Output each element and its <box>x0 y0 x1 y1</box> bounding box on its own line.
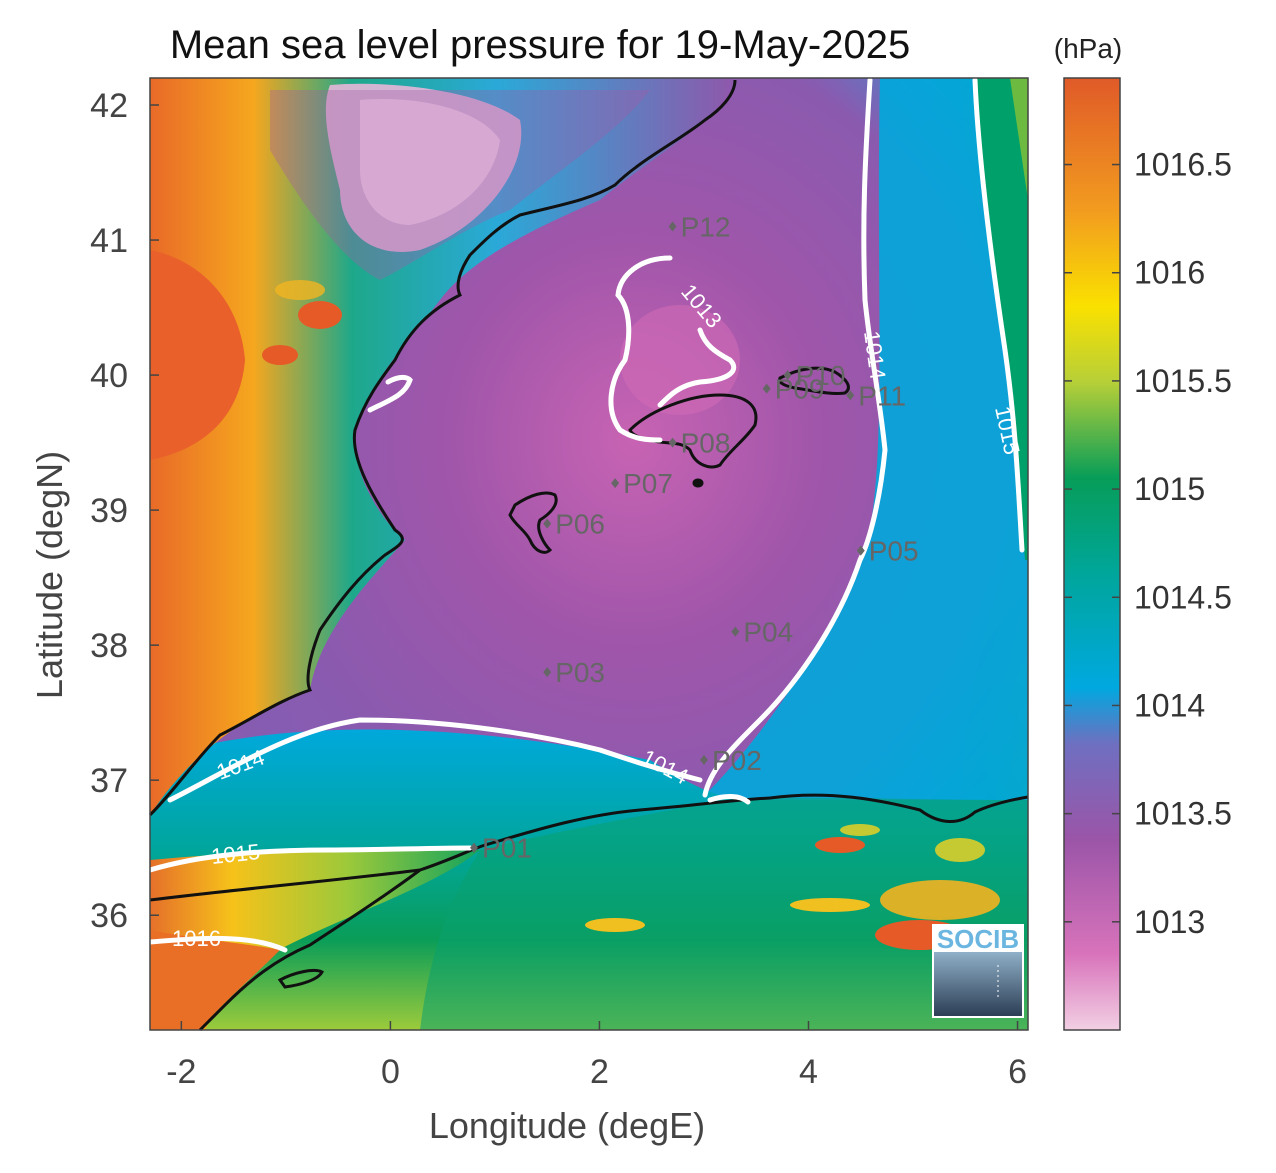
y-tick-label: 42 <box>90 87 128 125</box>
isobar-label-1015-south: 1015 <box>210 839 261 869</box>
x-tick-label: 2 <box>590 1053 609 1091</box>
station-marker <box>668 437 677 448</box>
isobar-1016-path <box>147 935 288 953</box>
colorbar-tick-label: 1015 <box>1134 471 1205 507</box>
isobar-1015-south-path <box>147 845 473 873</box>
isobar-1013-inner <box>657 327 737 408</box>
coast-north-africa <box>149 793 1029 902</box>
isobar-1014-piece <box>707 794 751 805</box>
x-axis-ticks: -2 0 2 4 6 <box>166 1021 1027 1091</box>
x-axis-label: Longitude (degE) <box>429 1105 705 1146</box>
socib-logo: SOCIB <box>932 924 1024 1018</box>
x-tick-label: 6 <box>1008 1053 1027 1091</box>
station-marker <box>856 545 865 556</box>
y-tick-label: 41 <box>90 222 128 260</box>
station-label: P11 <box>858 380 906 411</box>
station-label: P01 <box>482 833 532 864</box>
colorbar-tick-label: 1014.5 <box>1134 579 1232 615</box>
socib-logo-text: SOCIB <box>937 924 1019 954</box>
colorbar-tick-label: 1016 <box>1134 255 1205 291</box>
y-tick-label: 38 <box>90 627 128 665</box>
x-tick-label: 4 <box>799 1053 818 1091</box>
colorbar <box>1063 77 1121 1031</box>
station-label: P05 <box>869 536 919 567</box>
station-marker <box>846 390 855 401</box>
station-marker <box>762 383 771 394</box>
pressure-field <box>150 78 1028 1030</box>
y-tick-label: 40 <box>90 357 128 395</box>
isobar-label-1016: 1016 <box>172 926 221 951</box>
colorbar-ticks: 1016.5 1016 1015.5 1015 1014.5 1014 1013.5 1013 <box>1064 147 1232 940</box>
colorbar-tick-label: 1016.5 <box>1134 147 1232 183</box>
station-label: P04 <box>743 617 793 648</box>
y-axis-ticks: 42 41 40 39 38 37 36 <box>90 87 159 935</box>
station-marker <box>699 754 708 765</box>
plot-frame <box>149 77 1029 1031</box>
isobar-1013-path <box>608 255 673 443</box>
station-label: P07 <box>623 468 673 499</box>
coast-menorca <box>778 366 850 395</box>
station-marker <box>611 478 620 489</box>
colorbar-tick-label: 1014 <box>1134 687 1205 723</box>
isobar-1015-east-path <box>972 77 1025 553</box>
isobar-1013-coast <box>367 374 413 413</box>
station-label: P10 <box>796 360 846 391</box>
y-tick-label: 36 <box>90 897 128 935</box>
coast-cabrera <box>692 478 704 488</box>
isobar-1014-east-path <box>702 77 888 798</box>
map-title: Mean sea level pressure for 19-May-2025 <box>170 23 910 67</box>
coast-alboran <box>277 968 324 989</box>
station-marker <box>668 221 677 232</box>
y-tick-label: 37 <box>90 762 128 800</box>
colorbar-tick-label: 1013 <box>1134 904 1205 940</box>
isobar-1014-west-path <box>167 717 703 803</box>
station-marker <box>731 626 740 637</box>
station-marker <box>543 667 552 678</box>
colorbar-tick-label: 1013.5 <box>1134 796 1232 832</box>
coast-ibiza <box>508 491 558 554</box>
station-label: P08 <box>681 428 731 459</box>
station-label: P09 <box>775 374 825 405</box>
station-marker <box>470 842 479 853</box>
station-label: P02 <box>712 745 762 776</box>
coast-southwest <box>198 868 421 1032</box>
colorbar-unit: (hPa) <box>1054 33 1122 64</box>
y-axis-label: Latitude (degN) <box>29 451 70 699</box>
isobars <box>147 77 1025 953</box>
coast-iberia-east <box>148 79 737 817</box>
coastlines <box>148 79 1029 1032</box>
x-tick-label: -2 <box>166 1053 196 1091</box>
station-label: P12 <box>681 212 731 243</box>
station-marker <box>543 518 552 529</box>
colorbar-tick-label: 1015.5 <box>1134 363 1232 399</box>
station-label: P06 <box>555 509 605 540</box>
y-tick-label: 39 <box>90 492 128 530</box>
station-label: P03 <box>555 657 605 688</box>
x-tick-label: 0 <box>381 1053 400 1091</box>
station-marker <box>783 370 792 381</box>
